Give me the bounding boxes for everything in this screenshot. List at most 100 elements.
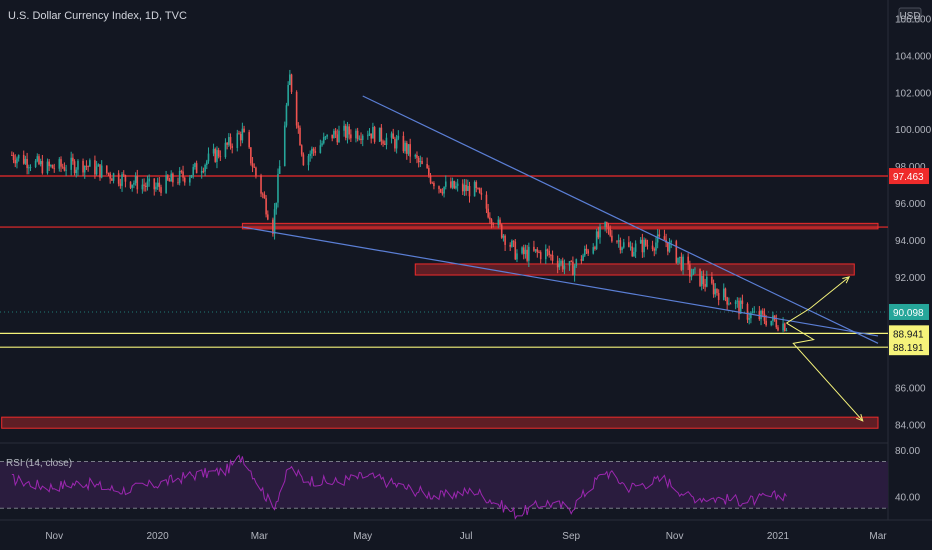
price-tick-label: 104.000 bbox=[895, 51, 932, 62]
candles-layer bbox=[11, 69, 788, 333]
resistance-zone-2[interactable] bbox=[1, 416, 879, 429]
candle-body bbox=[241, 128, 244, 141]
price-tick-label: 84.000 bbox=[895, 421, 926, 432]
candle-body bbox=[180, 170, 183, 172]
candle-body bbox=[200, 171, 203, 174]
candle-body bbox=[172, 173, 174, 183]
candle-body bbox=[502, 235, 505, 238]
candle-body bbox=[729, 303, 732, 305]
candle-body bbox=[582, 255, 584, 261]
candle-body bbox=[177, 182, 179, 184]
candle-body bbox=[50, 165, 52, 167]
candle-body bbox=[643, 239, 645, 253]
candle-body bbox=[573, 265, 576, 276]
candle-body bbox=[497, 219, 500, 225]
resistance-zone-1[interactable] bbox=[414, 263, 855, 276]
candle-body bbox=[75, 169, 78, 174]
level-badge-2-bg bbox=[889, 325, 929, 342]
candle-body bbox=[546, 249, 549, 251]
candle-body bbox=[634, 243, 637, 252]
candle-body bbox=[326, 134, 328, 137]
candle-body bbox=[29, 166, 32, 168]
candle-body bbox=[119, 183, 122, 186]
candle-body bbox=[694, 268, 696, 270]
zones-layer bbox=[1, 222, 879, 429]
candle-body bbox=[419, 161, 422, 163]
currency-button[interactable]: USD bbox=[898, 7, 922, 23]
arrow-head-1 bbox=[856, 413, 864, 422]
candle-body bbox=[141, 184, 144, 190]
candle-body bbox=[700, 275, 703, 286]
candle-body bbox=[617, 240, 620, 242]
projection-arrow-1[interactable] bbox=[786, 322, 864, 422]
candle-body bbox=[183, 177, 186, 183]
candle-body bbox=[267, 214, 269, 220]
candle-body bbox=[217, 150, 220, 157]
candle-body bbox=[214, 148, 217, 162]
candle-body bbox=[124, 175, 127, 182]
candle-body bbox=[178, 170, 181, 183]
price-tick-label: 94.000 bbox=[895, 236, 926, 247]
candle-body bbox=[426, 163, 428, 169]
candle-body bbox=[319, 145, 322, 153]
candle-body bbox=[331, 134, 334, 139]
candle-body bbox=[195, 163, 198, 174]
candle-body bbox=[534, 249, 537, 251]
candle-body bbox=[760, 310, 762, 320]
trendline-0[interactable] bbox=[362, 95, 879, 344]
candle-body bbox=[558, 263, 561, 268]
level-badge-0-bg bbox=[889, 168, 929, 185]
candle-body bbox=[255, 167, 257, 176]
candle-body bbox=[397, 135, 400, 139]
candle-body bbox=[585, 248, 588, 251]
candle-body bbox=[428, 168, 430, 176]
candle-body bbox=[433, 182, 435, 187]
candle-body bbox=[514, 241, 517, 260]
candle-body bbox=[136, 175, 139, 190]
candle-body bbox=[594, 247, 596, 249]
candle-body bbox=[599, 226, 601, 238]
candle-body bbox=[583, 248, 586, 256]
candle-body bbox=[699, 268, 701, 286]
candle-body bbox=[633, 251, 635, 257]
candle-body bbox=[117, 173, 120, 184]
last-price-badge-bg bbox=[889, 303, 929, 320]
candle-body bbox=[297, 125, 300, 128]
candle-body bbox=[392, 133, 395, 139]
price-tick-label: 96.000 bbox=[895, 199, 926, 210]
candle-body bbox=[89, 160, 91, 167]
candle-body bbox=[107, 172, 110, 174]
time-tick-label: Mar bbox=[869, 531, 887, 542]
candle-body bbox=[621, 247, 623, 251]
candle-body bbox=[675, 241, 678, 263]
candle-body bbox=[592, 247, 595, 254]
candle-body bbox=[322, 137, 325, 144]
candle-body bbox=[134, 175, 137, 183]
candle-body bbox=[609, 228, 611, 236]
candle-body bbox=[465, 184, 467, 191]
candle-body bbox=[511, 240, 513, 247]
candle-body bbox=[58, 159, 61, 169]
candle-body bbox=[604, 221, 606, 227]
resistance-zone-0[interactable] bbox=[241, 222, 879, 230]
candle-body bbox=[356, 130, 359, 139]
candle-body bbox=[706, 276, 708, 287]
candle-body bbox=[526, 249, 528, 261]
candle-body bbox=[575, 259, 578, 266]
candle-body bbox=[516, 253, 518, 260]
candle-body bbox=[290, 74, 293, 92]
projection-arrow-0[interactable] bbox=[786, 276, 850, 324]
candle-body bbox=[444, 181, 447, 187]
candle-body bbox=[702, 275, 705, 285]
candle-body bbox=[122, 174, 125, 176]
candle-body bbox=[717, 293, 720, 301]
candle-body bbox=[480, 192, 483, 195]
candle-body bbox=[212, 148, 215, 154]
candle-body bbox=[192, 167, 195, 176]
candle-body bbox=[158, 182, 161, 188]
candle-body bbox=[736, 300, 739, 302]
candle-body bbox=[202, 171, 205, 172]
candle-body bbox=[777, 327, 779, 331]
trendline-1[interactable] bbox=[242, 226, 879, 337]
